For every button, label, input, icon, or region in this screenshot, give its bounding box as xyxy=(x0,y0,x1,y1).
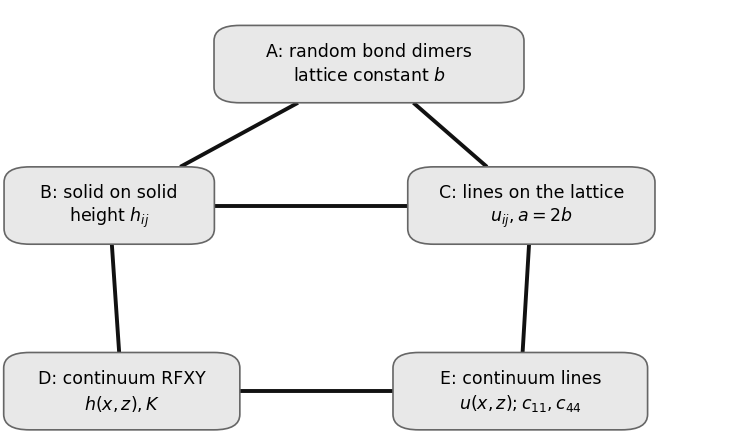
Text: $h(x,z), K$: $h(x,z), K$ xyxy=(83,393,160,414)
Text: $u_{ij}, a = 2b$: $u_{ij}, a = 2b$ xyxy=(490,206,573,230)
FancyBboxPatch shape xyxy=(4,353,240,430)
Text: A: random bond dimers: A: random bond dimers xyxy=(266,43,472,61)
Text: D: continuum RFXY: D: continuum RFXY xyxy=(38,370,206,388)
FancyBboxPatch shape xyxy=(393,353,647,430)
Text: lattice constant $b$: lattice constant $b$ xyxy=(292,68,446,85)
Text: C: lines on the lattice: C: lines on the lattice xyxy=(438,184,624,202)
FancyBboxPatch shape xyxy=(407,167,655,244)
FancyBboxPatch shape xyxy=(214,25,524,103)
FancyBboxPatch shape xyxy=(4,167,214,244)
Text: $u(x,z); c_{11}, c_{44}$: $u(x,z); c_{11}, c_{44}$ xyxy=(459,393,582,414)
Text: height $h_{ij}$: height $h_{ij}$ xyxy=(69,206,150,230)
Text: B: solid on solid: B: solid on solid xyxy=(41,184,178,202)
Text: E: continuum lines: E: continuum lines xyxy=(440,370,601,388)
